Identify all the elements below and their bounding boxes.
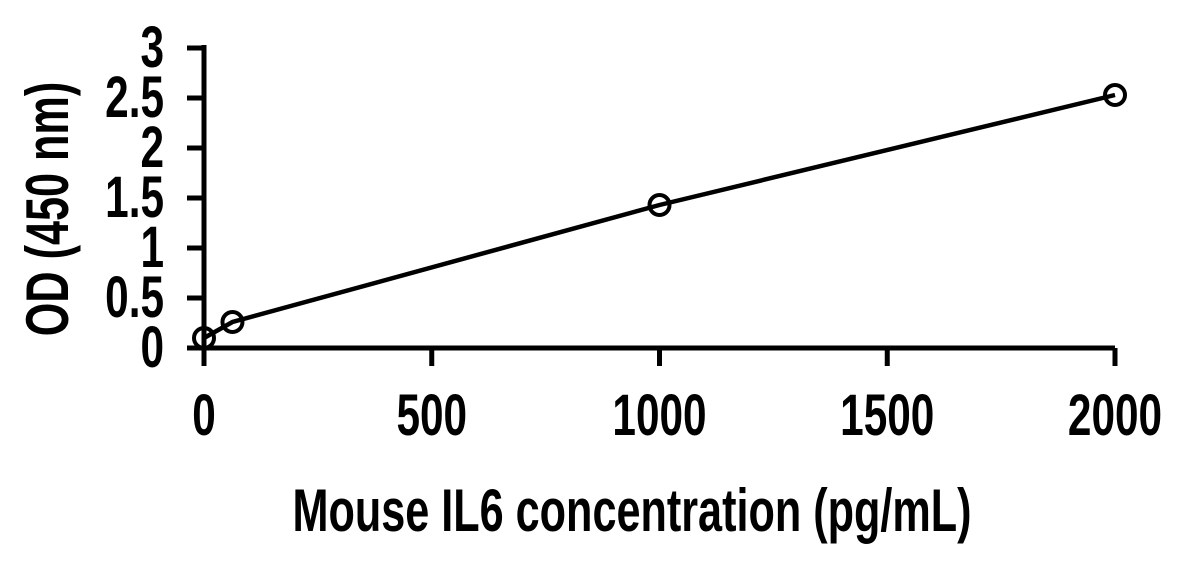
data-point-marker [220,310,245,334]
x-tick-label: 0 [192,382,216,447]
y-tick-label: 0 [140,314,164,379]
x-tick-label: 2000 [1068,382,1162,447]
x-tick-label: 1500 [840,382,934,447]
y-tick-label: 3 [140,14,164,79]
data-point-marker [1103,83,1127,107]
x-axis-title: Mouse IL6 concentration (pg/mL) [292,478,971,545]
y-tick-label: 1 [140,214,164,279]
x-tick-label: 1000 [612,382,706,447]
series-layer [192,83,1127,350]
y-tick-label: 2 [140,114,164,179]
series-line [202,92,1116,340]
tick-layer [187,45,1118,366]
y-tick-label: 1.5 [105,164,164,229]
y-axis-title: OD (450 nm) [15,82,82,336]
data-point-marker [647,193,672,217]
data-point-marker [192,326,216,350]
axes-layer [201,45,1115,351]
x-tick-label: 500 [396,382,467,447]
y-tick-label: 2.5 [105,64,164,129]
tick-label-layer: 00.511.522.530 500 1000 1500 2000 [105,14,1162,447]
y-tick-label: 0.5 [105,264,164,329]
